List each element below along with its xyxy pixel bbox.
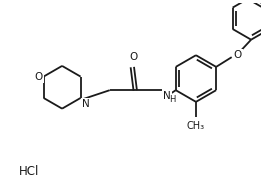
- Text: O: O: [234, 50, 242, 60]
- Text: H: H: [169, 95, 175, 104]
- Text: O: O: [34, 72, 43, 82]
- Text: N: N: [82, 99, 89, 109]
- Text: O: O: [129, 52, 137, 62]
- Text: HCl: HCl: [19, 165, 40, 178]
- Text: N: N: [163, 91, 171, 101]
- Text: CH₃: CH₃: [187, 121, 205, 131]
